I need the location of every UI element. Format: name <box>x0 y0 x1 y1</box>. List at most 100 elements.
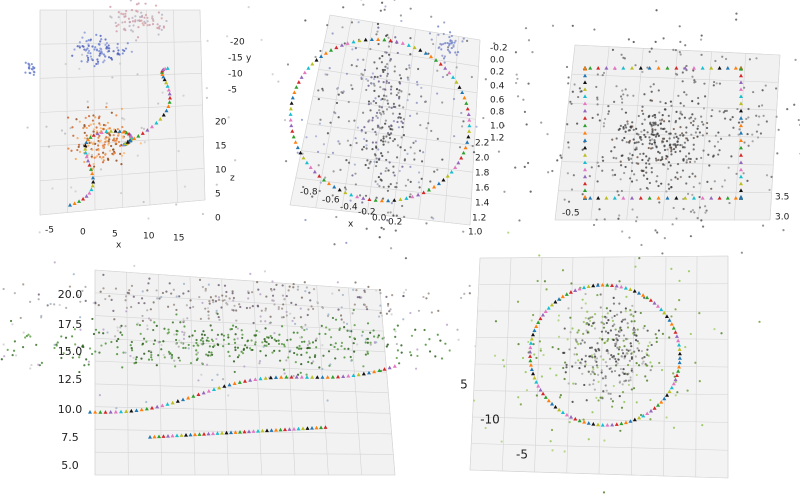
point <box>502 124 506 127</box>
point <box>149 319 152 322</box>
point <box>382 336 386 339</box>
point <box>685 158 689 162</box>
point <box>593 355 597 358</box>
point <box>393 138 396 141</box>
camera <box>456 160 461 165</box>
point <box>609 309 612 312</box>
point <box>601 315 604 318</box>
point <box>83 31 86 34</box>
point <box>564 371 567 374</box>
point <box>611 138 614 141</box>
point <box>92 122 95 126</box>
point <box>718 149 721 152</box>
point <box>557 314 561 317</box>
point <box>649 418 652 421</box>
point <box>246 339 250 342</box>
point <box>650 166 653 170</box>
point <box>371 128 374 131</box>
point <box>298 347 301 350</box>
camera <box>164 80 169 85</box>
point <box>94 302 97 305</box>
point <box>147 317 151 320</box>
point <box>340 306 343 309</box>
point <box>304 290 307 293</box>
camera <box>68 203 72 207</box>
point <box>129 0 132 2</box>
point <box>92 301 95 305</box>
point <box>624 307 627 310</box>
tick-label: -0.5 <box>562 209 580 219</box>
point <box>221 299 225 302</box>
point <box>60 356 63 360</box>
point <box>104 342 107 345</box>
point <box>393 70 396 73</box>
point <box>113 128 116 131</box>
point <box>264 354 267 357</box>
point <box>682 104 685 107</box>
point <box>97 43 100 46</box>
point <box>386 211 390 214</box>
point <box>332 170 335 173</box>
point <box>571 90 574 93</box>
point <box>207 314 210 317</box>
point <box>285 310 288 314</box>
point <box>115 139 118 142</box>
point <box>706 121 709 125</box>
point <box>563 327 566 330</box>
point <box>669 100 673 103</box>
point <box>615 313 619 316</box>
point <box>94 350 97 353</box>
point <box>99 168 103 171</box>
point <box>768 188 771 192</box>
point <box>738 128 741 131</box>
point <box>155 364 158 367</box>
tick-label: -5 <box>45 226 54 236</box>
camera <box>619 421 624 426</box>
point <box>588 346 592 349</box>
camera <box>438 62 443 66</box>
point <box>137 26 140 29</box>
camera <box>583 66 587 70</box>
point <box>372 82 376 85</box>
camera <box>179 433 184 437</box>
camera <box>453 165 458 170</box>
camera <box>583 80 587 84</box>
camera <box>260 428 265 433</box>
point <box>418 186 421 189</box>
point <box>653 113 657 117</box>
point <box>387 169 390 172</box>
point <box>693 211 696 214</box>
point <box>132 24 135 27</box>
point <box>247 297 250 300</box>
point <box>260 309 263 312</box>
camera <box>673 330 678 334</box>
point <box>27 333 30 336</box>
point <box>130 284 134 287</box>
point <box>493 354 497 357</box>
camera <box>202 432 206 436</box>
point <box>371 116 374 119</box>
point <box>751 140 754 143</box>
point <box>385 62 389 66</box>
point <box>686 139 689 142</box>
camera <box>193 432 197 437</box>
camera <box>733 66 738 70</box>
point <box>303 328 306 332</box>
point <box>201 337 204 340</box>
point <box>611 169 614 172</box>
tick-label: 1.0 <box>468 228 483 238</box>
point <box>592 379 595 382</box>
point <box>676 391 679 394</box>
point <box>382 140 385 143</box>
point <box>703 82 706 85</box>
point <box>316 300 319 304</box>
camera <box>289 374 294 379</box>
point <box>657 134 660 138</box>
point <box>632 94 635 97</box>
point <box>516 95 520 98</box>
point <box>649 398 652 402</box>
point <box>197 379 200 382</box>
point <box>631 161 634 164</box>
point <box>391 112 395 115</box>
point <box>100 50 103 53</box>
